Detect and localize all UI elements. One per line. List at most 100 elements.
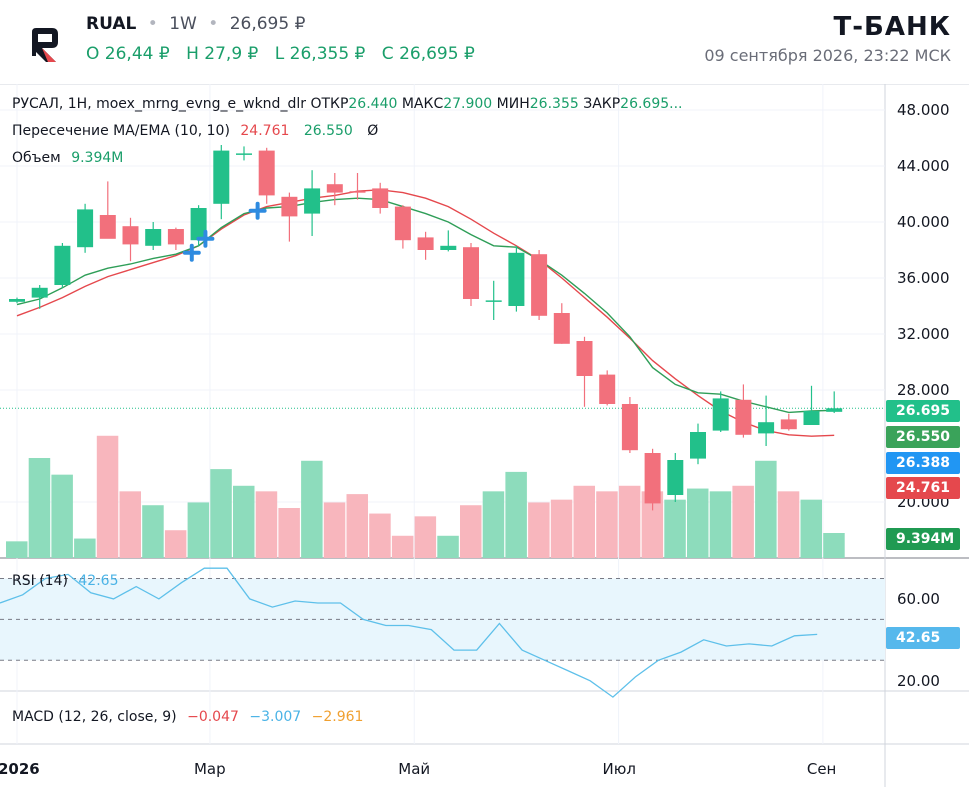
volume-bar: [28, 458, 51, 558]
candle-body: [326, 184, 343, 193]
volume-bar: [6, 541, 28, 558]
chart-canvas[interactable]: 48.000 44.000 40.000 36.000 32.000 28.000 20.0…: [0, 84, 969, 787]
candle-body: [826, 408, 843, 412]
candle-body: [508, 252, 525, 306]
ohlc-summary: O 26,44 ₽ H 27,9 ₽ L 26,355 ₽ C 26,695 ₽: [86, 44, 486, 64]
volume-bar: [369, 513, 391, 558]
legend-ema-value: 26.550: [303, 123, 353, 139]
volume-bar: [278, 508, 300, 558]
volume-bar: [664, 499, 686, 558]
volume-bar: [233, 485, 255, 558]
legend-macd-line: −3.007: [249, 709, 302, 725]
brand-logo: Т-БАНК: [833, 12, 951, 42]
high-label: H: [186, 44, 199, 64]
candle-body: [145, 229, 162, 246]
legend-close-value: 26.695...: [620, 96, 683, 112]
low-label: L: [274, 44, 285, 64]
legend-series-name: РУСАЛ, 1Н, moex_mrng_evng_e_wknd_dlr: [12, 96, 306, 112]
volume-bar: [255, 491, 278, 558]
rsi-value-badge: 42.65: [886, 627, 960, 649]
time-tick-label: Июл: [603, 760, 636, 778]
ma-value-badge: 24.761: [886, 477, 960, 499]
legend-cross-symbol: Ø: [367, 123, 379, 139]
candle-body: [758, 422, 775, 434]
volume-bar: [482, 491, 505, 558]
legend-close-label: ЗАКР: [583, 96, 621, 112]
rsi-tick-label: 60.00: [897, 590, 940, 608]
candle-body: [417, 237, 434, 250]
candle-body: [440, 245, 457, 250]
volume-bar: [823, 533, 845, 558]
open-label: O: [86, 44, 100, 64]
ticker-symbol[interactable]: RUAL: [86, 14, 137, 34]
candle-body: [190, 208, 207, 241]
legend-macd-signal: −2.961: [311, 709, 364, 725]
timestamp: 09 сентября 2026, 23:22 МСК: [704, 46, 951, 65]
candle-body: [803, 411, 820, 425]
candle-body: [9, 299, 25, 302]
volume-bar: [346, 494, 368, 558]
legend-macd-hist: −0.047: [187, 709, 239, 725]
legend-macd-label: MACD (12, 26, close, 9): [12, 709, 177, 725]
volume-bar: [301, 460, 323, 558]
legend-cross: Пересечение MA/EMA (10, 10) 24.761 26.55…: [12, 123, 378, 139]
legend-main: РУСАЛ, 1Н, moex_mrng_evng_e_wknd_dlr ОТК…: [12, 96, 683, 112]
candle-body: [77, 209, 94, 248]
candle-body: [349, 191, 366, 193]
volume-bar: [51, 474, 73, 558]
volume-bar: [74, 538, 96, 558]
candle-body: [281, 196, 298, 217]
volume-bar: [800, 499, 822, 558]
cross-marker-icon: [196, 229, 215, 248]
volume-bar: [414, 516, 437, 558]
legend-volume-label: Объем: [12, 150, 61, 166]
time-tick-label: Мар: [194, 760, 226, 778]
candle-body: [735, 399, 752, 435]
volume-bar: [119, 491, 141, 558]
candle-body: [258, 150, 275, 196]
candle-body: [31, 287, 48, 298]
candle-body: [213, 150, 230, 204]
time-tick-label: Сен: [807, 760, 837, 778]
legend-rsi-label: RSI (14): [12, 573, 68, 589]
close-label: C: [381, 44, 394, 64]
candle-body: [394, 206, 411, 241]
legend-low-value: 26.355: [529, 96, 579, 112]
volume-bar: [641, 491, 664, 558]
volume-bar: [323, 502, 346, 558]
legend-cross-label: Пересечение MA/EMA (10, 10): [12, 123, 230, 139]
volume-bar: [550, 499, 573, 558]
candle-body: [576, 341, 593, 376]
price-tick-label: 40.000: [897, 213, 950, 231]
ema-value-badge: 26.550: [886, 426, 960, 448]
volume-bar: [460, 505, 482, 558]
price-tick-label: 28.000: [897, 381, 950, 399]
high-value: 27,9 ₽: [204, 44, 259, 64]
volume-bar: [755, 460, 777, 558]
price-tick-label: 44.000: [897, 157, 950, 175]
candle-body: [712, 398, 729, 431]
candle-body: [122, 226, 139, 245]
legend-macd: MACD (12, 26, close, 9) −0.047 −3.007 −2…: [12, 709, 363, 725]
volume-bar: [618, 485, 641, 558]
volume-bar: [687, 488, 709, 558]
legend-volume: Объем 9.394M: [12, 150, 123, 166]
candle-body: [304, 188, 321, 214]
candle-body: [553, 313, 570, 344]
volume-value-badge: 9.394M: [886, 528, 960, 550]
candle-body: [621, 404, 638, 451]
legend-high-value: 27.900: [443, 96, 493, 112]
volume-bar: [596, 491, 618, 558]
legend-low-label: МИН: [496, 96, 530, 112]
interval-label[interactable]: 1W: [169, 14, 197, 34]
cross-marker-icon: [182, 243, 201, 262]
volume-bar: [732, 485, 754, 558]
candle-body: [667, 460, 684, 495]
volume-bar: [210, 469, 232, 558]
rusal-logo-icon: [32, 28, 58, 62]
chart-area[interactable]: 48.000 44.000 40.000 36.000 32.000 28.000 20.0…: [0, 84, 969, 787]
candle-body: [236, 153, 252, 155]
separator-dot: •: [208, 14, 219, 34]
legend-open-value: 26.440: [348, 96, 398, 112]
candle-body: [599, 374, 616, 404]
